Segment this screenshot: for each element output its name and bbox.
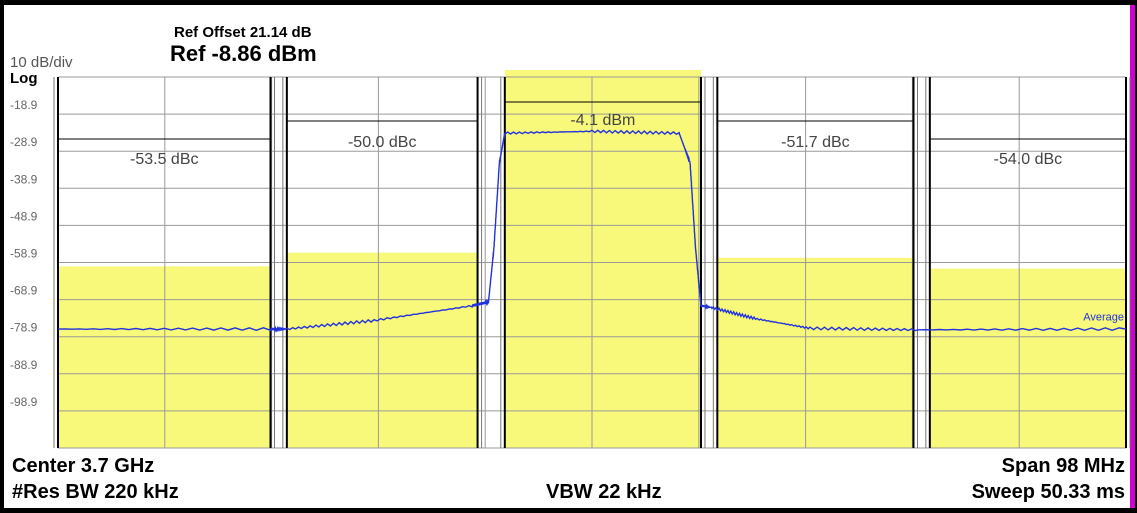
y-tick-label: -68.9 <box>10 284 38 298</box>
y-tick-label: -38.9 <box>10 172 38 186</box>
scale-type-label: Log <box>10 70 38 87</box>
y-tick-label: -88.9 <box>10 358 38 372</box>
channel-power-label: -50.0 dBc <box>348 134 416 151</box>
scale-label: 10 dB/div <box>10 54 73 71</box>
limit-fill <box>717 257 914 448</box>
span-label: Span 98 MHz <box>1001 455 1125 477</box>
channel-power-label: -4.1 dBm <box>570 112 635 129</box>
limit-fill <box>58 266 271 448</box>
sweep-label: Sweep 50.33 ms <box>971 481 1125 503</box>
y-tick-label: -98.9 <box>10 395 38 409</box>
res-bw-label: #Res BW 220 kHz <box>12 481 179 503</box>
y-tick-label: -28.9 <box>10 135 38 149</box>
trace-label: Average <box>1083 312 1124 324</box>
side-bar <box>1130 5 1135 508</box>
y-tick-label: -78.9 <box>10 321 38 335</box>
ref-offset-label: Ref Offset 21.14 dB <box>174 24 312 41</box>
channel-power-label: -53.5 dBc <box>130 151 198 168</box>
trace-line <box>57 129 1127 333</box>
vbw-label: VBW 22 kHz <box>546 481 662 503</box>
limit-fill <box>286 252 478 448</box>
center-frequency-label: Center 3.7 GHz <box>12 455 155 477</box>
channel-power-label: -54.0 dBc <box>994 151 1062 168</box>
limit-fill <box>929 268 1126 448</box>
y-tick-label: -48.9 <box>10 209 38 223</box>
channel-power-label: -51.7 dBc <box>781 134 849 151</box>
ref-level-label: Ref -8.86 dBm <box>170 41 317 66</box>
y-tick-label: -18.9 <box>10 98 38 112</box>
y-tick-label: -58.9 <box>10 247 38 261</box>
